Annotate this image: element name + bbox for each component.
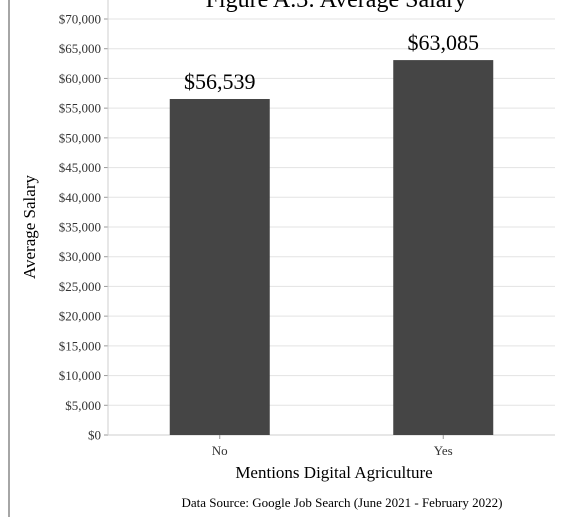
- chart-title: Figure A.3: Average Salary: [206, 0, 467, 13]
- y-tick-label: $10,000: [59, 368, 101, 383]
- y-tick-label: $55,000: [59, 101, 101, 116]
- data-source-note: Data Source: Google Job Search (June 202…: [182, 495, 503, 510]
- y-tick-label: $40,000: [59, 190, 101, 205]
- x-tick-label-no: No: [212, 443, 228, 458]
- y-tick-label: $70,000: [59, 12, 101, 27]
- y-tick-label: $30,000: [59, 249, 101, 264]
- y-tick-label: $35,000: [59, 220, 101, 235]
- data-label-no: $56,539: [184, 69, 256, 94]
- y-axis-title: Average Salary: [20, 175, 39, 279]
- y-tick-label: $45,000: [59, 160, 101, 175]
- y-tick-label: $65,000: [59, 41, 101, 56]
- y-tick-label: $15,000: [59, 338, 101, 353]
- bar-no: [169, 98, 270, 436]
- y-tick-label: $0: [88, 428, 101, 443]
- y-tick-label: $50,000: [59, 130, 101, 145]
- y-tick-label: $25,000: [59, 279, 101, 294]
- bar-yes: [393, 60, 494, 436]
- x-axis-ticks: No Yes: [212, 435, 453, 458]
- x-axis-title: Mentions Digital Agriculture: [235, 463, 432, 482]
- y-tick-label: $20,000: [59, 309, 101, 324]
- y-tick-label: $60,000: [59, 71, 101, 86]
- y-axis-ticks: $0 $5,000 $10,000 $15,000 $20,000 $25,000 $30,…: [59, 12, 108, 443]
- bars: $56,539 $63,085: [169, 30, 494, 436]
- data-label-yes: $63,085: [408, 30, 480, 55]
- x-tick-label-yes: Yes: [434, 443, 453, 458]
- y-tick-label: $5,000: [65, 398, 101, 413]
